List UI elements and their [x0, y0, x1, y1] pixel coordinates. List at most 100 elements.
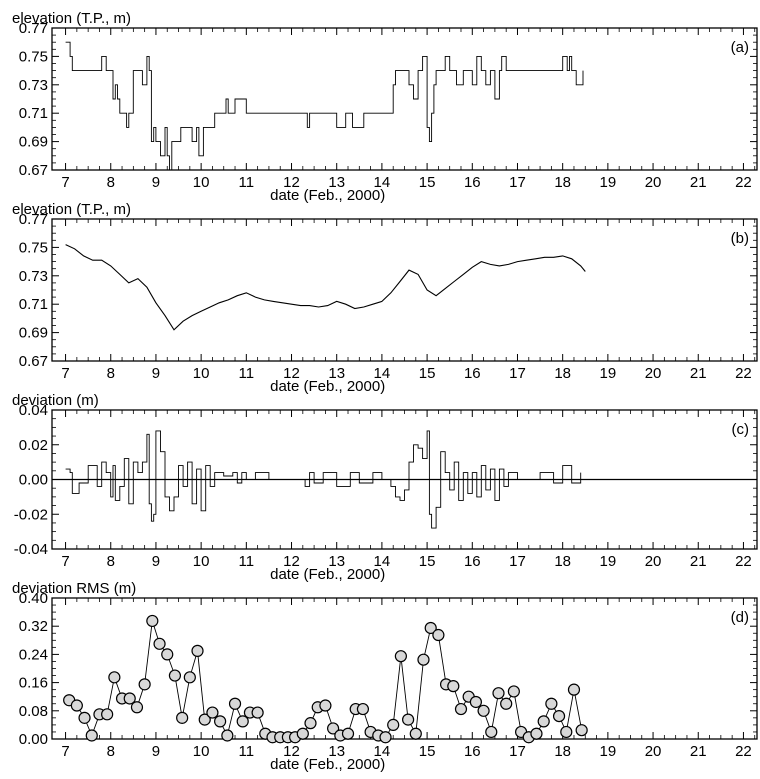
x-tick-label: 22	[735, 743, 752, 760]
data-point	[161, 648, 174, 661]
series-line	[65, 41, 584, 171]
y-axis-label: deviation (m)	[12, 392, 99, 409]
x-axis: 7 8 9 10 11 12 13 14 15 16 17 18 19 20 21 22	[61, 28, 756, 191]
y-tick-label: 0.69	[19, 325, 48, 342]
x-tick-label: 9	[152, 743, 160, 760]
y-tick-label: -0.04	[14, 541, 48, 558]
data-point	[326, 722, 340, 735]
x-tick-label: 20	[645, 174, 662, 191]
series-line	[65, 430, 582, 529]
panel-label: (b)	[731, 230, 749, 247]
y-axis: 0.67 0.69 0.71 0.73 0.75 0.77	[19, 211, 757, 370]
data-point	[469, 695, 483, 709]
y-tick-label: 0.02	[19, 437, 48, 454]
panel-label: (c)	[732, 421, 750, 438]
data-point	[214, 715, 227, 728]
x-tick-label: 14	[374, 743, 391, 760]
x-tick-label: 14	[374, 174, 391, 191]
x-tick-label: 19	[600, 365, 617, 382]
panel-3: 7 8 9 10 11 12 13 14 15 16 17 18 19 20 21 22 date (Feb.,…	[12, 392, 758, 583]
x-tick-label: 12	[283, 743, 300, 760]
x-tick-label: 15	[419, 553, 436, 570]
panel-2: 7 8 9 10 11 12 13 14 15 16 17 18 19 20 21 22 date (Feb.,…	[12, 201, 758, 395]
x-tick-label: 20	[645, 365, 662, 382]
x-tick-label: 18	[554, 743, 571, 760]
x-axis: 7 8 9 10 11 12 13 14 15 16 17 18 19 20 21 22	[61, 598, 756, 760]
y-tick-label: 0.75	[19, 239, 48, 256]
series	[63, 614, 588, 744]
x-tick-label: 10	[193, 365, 210, 382]
x-tick-label: 15	[419, 174, 436, 191]
x-tick-label: 22	[735, 553, 752, 570]
y-tick-label: 0.73	[19, 268, 48, 285]
x-tick-label: 8	[107, 743, 115, 760]
series	[65, 244, 586, 331]
series	[65, 430, 582, 529]
x-tick-label: 8	[107, 174, 115, 191]
data-point	[545, 697, 558, 710]
x-tick-label: 16	[464, 743, 481, 760]
y-tick-label: 0.40	[19, 590, 48, 607]
x-tick-label: 12	[283, 174, 300, 191]
y-tick-label: 0.24	[19, 646, 48, 663]
x-tick-label: 18	[554, 365, 571, 382]
y-tick-label: 0.75	[19, 48, 48, 65]
y-tick-label: 0.00	[19, 731, 48, 748]
data-point	[85, 729, 98, 742]
y-axis-label: deviation RMS (m)	[12, 580, 136, 597]
series-line	[65, 244, 586, 331]
y-tick-label: 0.67	[19, 162, 48, 179]
x-tick-label: 8	[107, 365, 115, 382]
data-point	[379, 731, 392, 744]
x-tick-label: 10	[193, 743, 210, 760]
x-tick-label: 12	[283, 365, 300, 382]
data-point	[417, 653, 430, 666]
data-point	[507, 685, 520, 698]
x-tick-label: 13	[328, 174, 345, 191]
x-tick-label: 17	[509, 553, 526, 570]
y-tick-label: 0.04	[19, 402, 48, 419]
x-tick-label: 7	[61, 365, 69, 382]
x-tick-label: 18	[554, 553, 571, 570]
data-point	[236, 715, 249, 728]
x-tick-label: 19	[600, 743, 617, 760]
data-point	[500, 697, 513, 710]
data-point	[146, 614, 159, 628]
data-point	[176, 711, 189, 724]
y-tick-label: 0.69	[19, 134, 48, 151]
data-point	[560, 725, 573, 739]
x-tick-label: 14	[374, 553, 391, 570]
data-point	[153, 637, 166, 650]
data-point	[341, 727, 355, 740]
data-point	[70, 699, 83, 712]
y-tick-label: 0.77	[19, 20, 48, 37]
data-point	[537, 715, 550, 728]
y-tick-label: 0.77	[19, 211, 48, 228]
data-point	[394, 650, 407, 663]
data-point	[221, 729, 234, 742]
x-tick-label: 7	[61, 743, 69, 760]
x-axis-label: date (Feb., 2000)	[270, 566, 385, 583]
x-tick-label: 13	[328, 743, 345, 760]
x-tick-label: 21	[690, 365, 707, 382]
panel-1: 7 8 9 10 11 12 13 14 15 16 17 18 19 20 21 22 date (Feb.,…	[12, 10, 758, 204]
x-tick-label: 16	[464, 365, 481, 382]
y-tick-label: 0.32	[19, 618, 48, 635]
x-tick-label: 21	[690, 743, 707, 760]
x-tick-label: 15	[419, 365, 436, 382]
data-point	[108, 671, 121, 684]
data-point	[296, 727, 309, 740]
panel-label: (d)	[731, 609, 749, 626]
data-point	[485, 725, 498, 739]
data-point	[356, 702, 370, 716]
x-tick-label: 7	[61, 553, 69, 570]
x-tick-label: 8	[107, 553, 115, 570]
x-tick-label: 16	[464, 174, 481, 191]
data-point	[168, 669, 182, 682]
data-point	[492, 687, 505, 700]
series	[65, 41, 584, 171]
data-point	[78, 711, 91, 724]
data-point	[424, 621, 437, 635]
x-tick-label: 21	[690, 174, 707, 191]
